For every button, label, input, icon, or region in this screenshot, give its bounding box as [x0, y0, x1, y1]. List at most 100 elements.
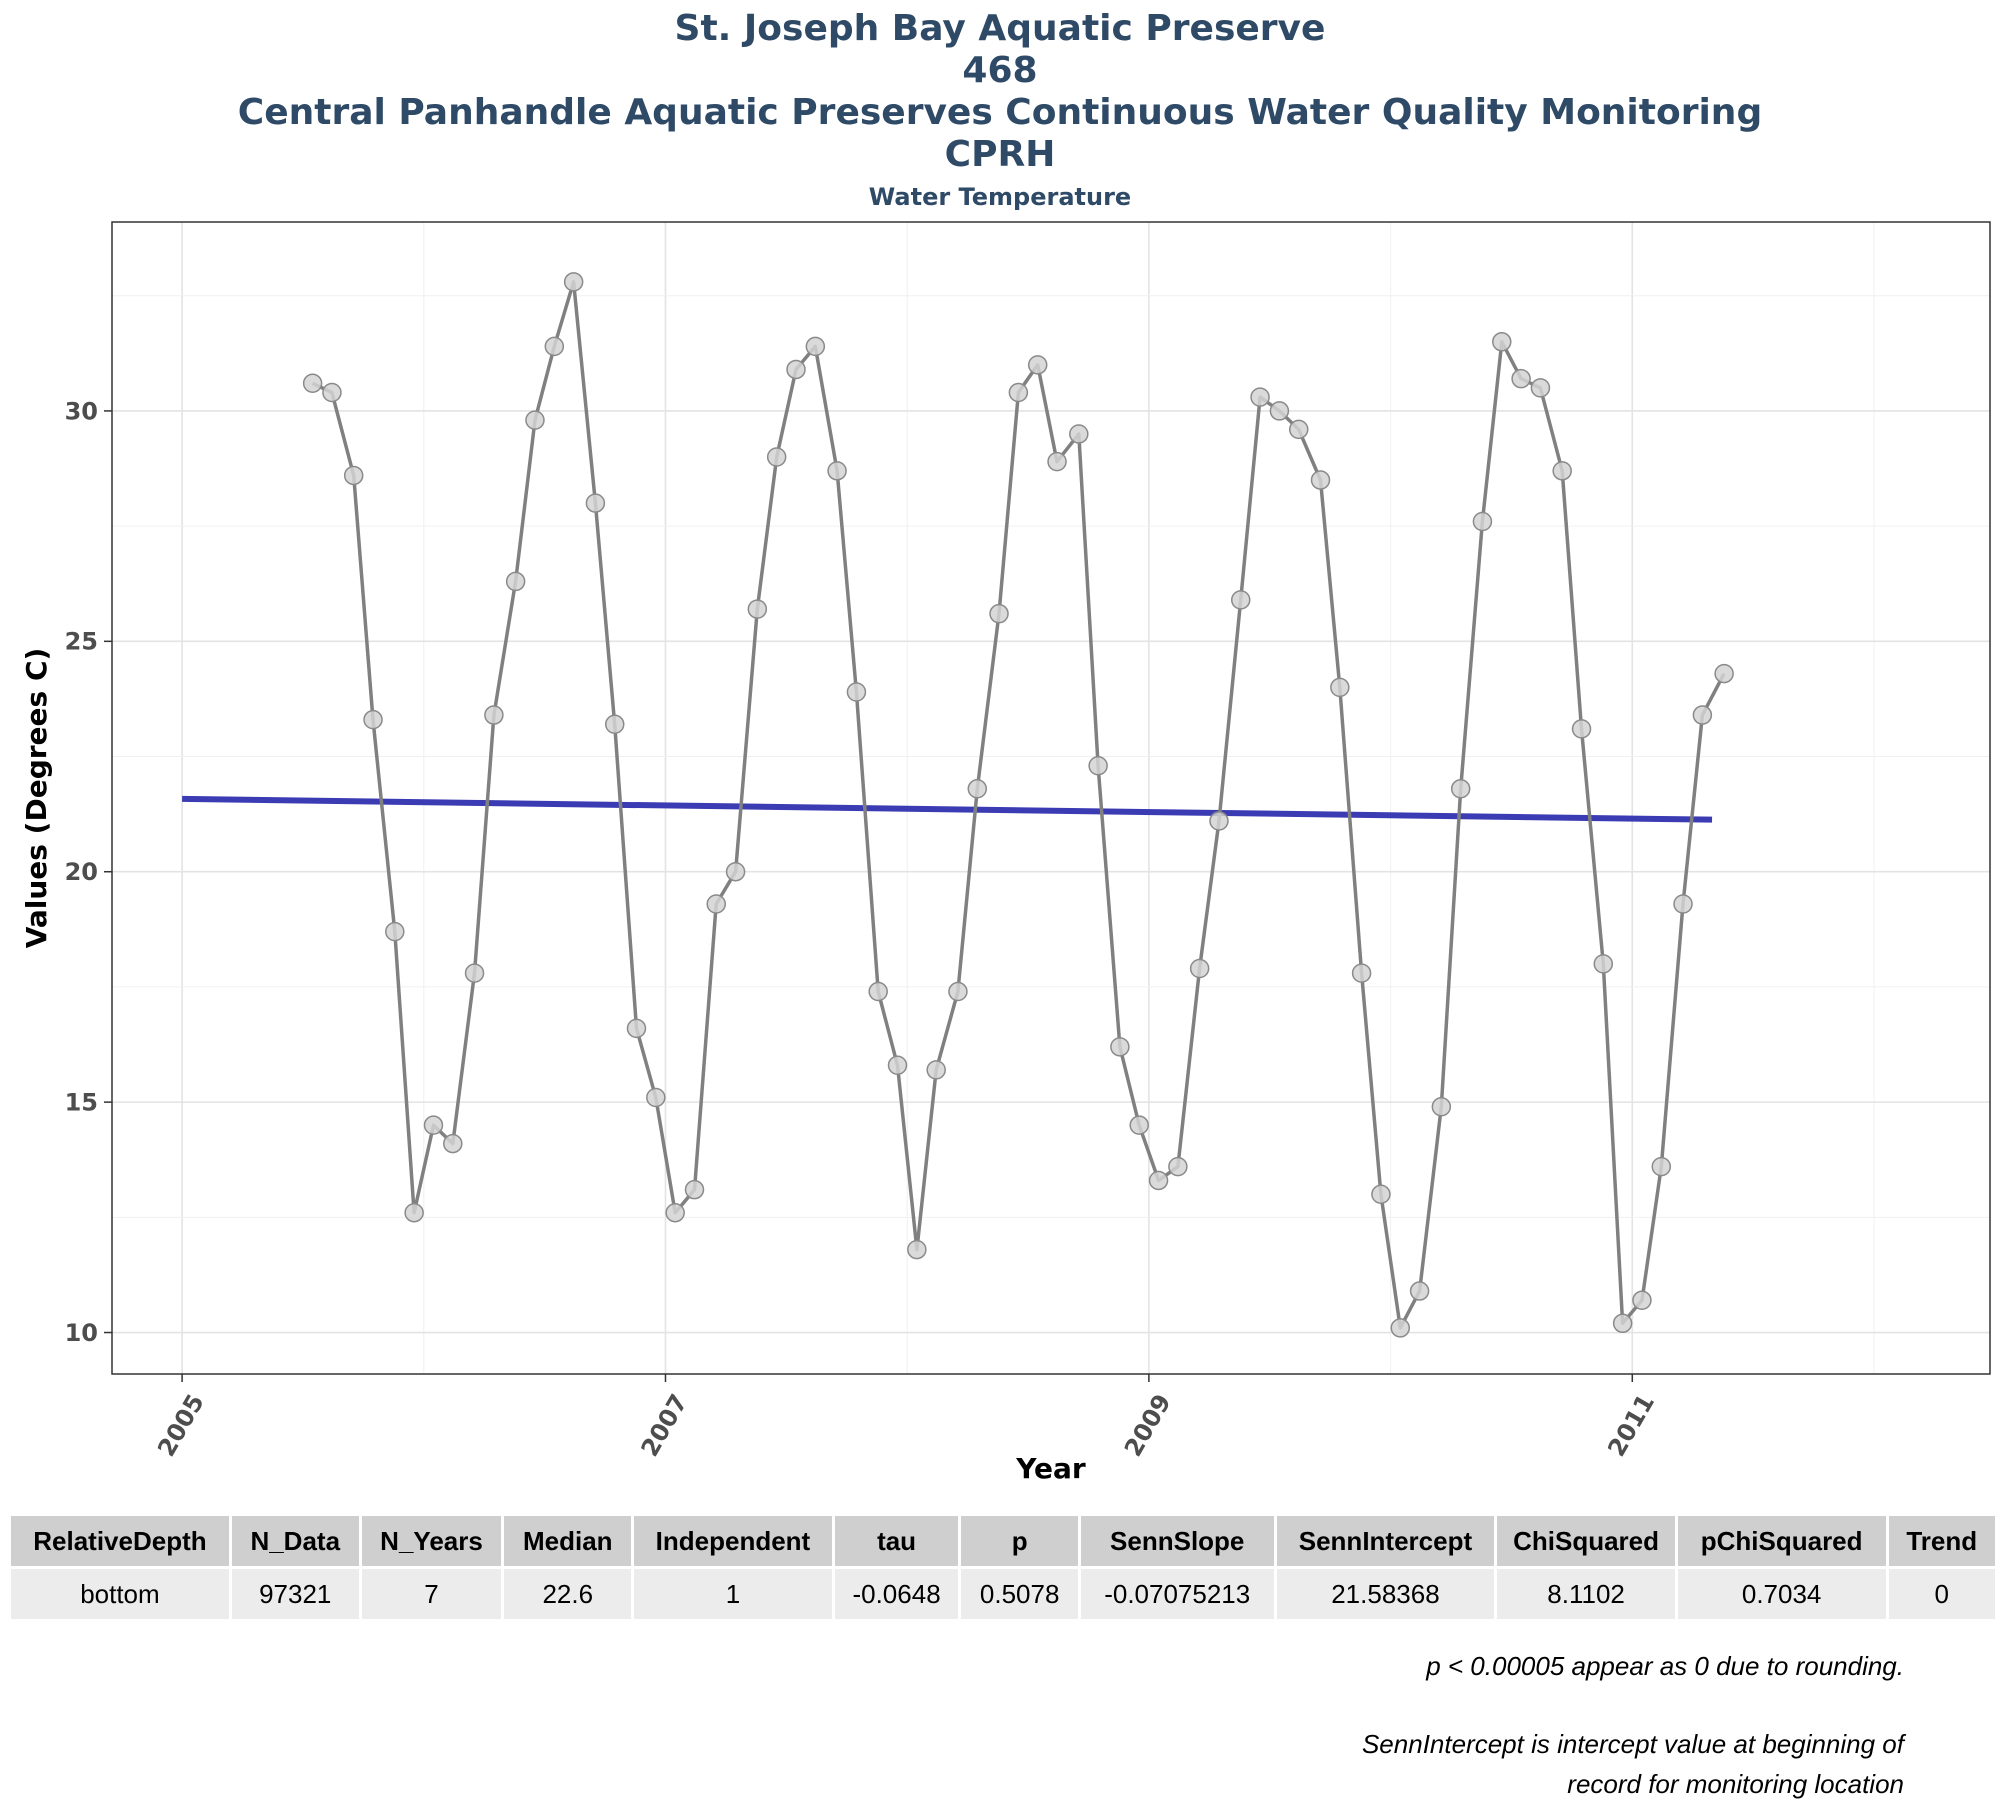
- y-tick-label: 25: [65, 628, 98, 656]
- data-point: [544, 336, 565, 357]
- column-header: tau: [834, 1516, 959, 1569]
- data-point: [1148, 1170, 1169, 1191]
- data-point: [1692, 705, 1713, 725]
- data-point: [1351, 963, 1372, 983]
- rounding-note: p < 0.00005 appear as 0 due to rounding.: [1426, 1651, 1904, 1681]
- trend-line: [182, 795, 1713, 823]
- data-point: [563, 272, 584, 292]
- plot-border: [111, 221, 1991, 1375]
- data-point: [505, 571, 526, 592]
- table-cell: 0.7034: [1677, 1569, 1886, 1619]
- data-point: [868, 981, 888, 1002]
- data-point: [1069, 424, 1089, 444]
- y-tick-label: 10: [65, 1319, 98, 1347]
- table-cell: -0.0648: [834, 1569, 959, 1619]
- trend-layer: [182, 795, 1713, 823]
- table-cell: 21.58368: [1276, 1569, 1495, 1619]
- data-point: [1129, 1115, 1149, 1135]
- x-tick-label: 2009: [1119, 1389, 1177, 1461]
- series-layer: [302, 272, 1734, 1338]
- data-point: [1511, 368, 1531, 389]
- y-tick-label: 30: [65, 397, 98, 425]
- data-point: [1371, 1184, 1391, 1205]
- table-cell: 0.5078: [961, 1569, 1078, 1619]
- data-point: [1472, 511, 1493, 532]
- data-point: [766, 447, 787, 467]
- y-axis-title: Values (Degrees C): [20, 648, 53, 949]
- data-point: [1008, 382, 1029, 403]
- data-point: [1632, 1290, 1652, 1311]
- column-header: N_Years: [361, 1516, 502, 1569]
- data-point: [1269, 401, 1290, 421]
- column-header: ChiSquared: [1497, 1516, 1675, 1569]
- data-point: [926, 1060, 946, 1080]
- grid-layer: [112, 222, 1990, 1374]
- data-point: [1651, 1156, 1672, 1177]
- data-point: [1552, 461, 1572, 481]
- data-point: [1209, 811, 1229, 831]
- data-point: [1310, 470, 1331, 490]
- data-point: [725, 861, 746, 882]
- table-cell: -0.07075213: [1080, 1569, 1274, 1619]
- data-point: [1088, 755, 1108, 776]
- data-point: [1450, 779, 1471, 799]
- data-point: [343, 465, 364, 486]
- ticks-layer: 2005 2007 2009 2011 10 15 20 25 30: [65, 397, 1660, 1461]
- table-cell: 7: [361, 1569, 502, 1619]
- data-point: [665, 1202, 685, 1223]
- data-point: [484, 705, 504, 725]
- column-header: N_Data: [231, 1516, 359, 1569]
- data-point: [1612, 1313, 1633, 1334]
- data-point: [1189, 958, 1210, 979]
- x-tick-label: 2005: [152, 1389, 210, 1461]
- data-point: [363, 709, 383, 730]
- data-point: [887, 1055, 908, 1076]
- x-tick-label: 2007: [636, 1389, 694, 1461]
- table-cell: 1: [634, 1569, 832, 1619]
- data-point: [464, 963, 485, 983]
- data-point: [302, 373, 323, 394]
- data-point: [786, 359, 806, 380]
- data-point: [805, 336, 826, 357]
- data-point: [967, 779, 988, 799]
- data-point: [948, 981, 968, 1002]
- table-row: bottom 97321 7 22.6 1 -0.0648 0.5078 -0.…: [11, 1569, 1995, 1619]
- data-point: [907, 1239, 927, 1260]
- column-header: RelativeDepth: [11, 1516, 229, 1569]
- table-cell: 0: [1888, 1569, 1995, 1619]
- data-point: [626, 1018, 647, 1039]
- intercept-note-line-2: record for monitoring location: [1567, 1769, 1904, 1799]
- data-point: [1047, 451, 1067, 472]
- chart-subtitle: Water Temperature: [868, 183, 1132, 211]
- data-point: [684, 1179, 705, 1200]
- chart-title-block: St. Joseph Bay Aquatic Preserve 468 Cent…: [0, 8, 2000, 214]
- data-point: [646, 1087, 666, 1108]
- data-point: [747, 599, 768, 619]
- column-header: p: [961, 1516, 1078, 1569]
- column-header: Median: [504, 1516, 632, 1569]
- y-tick-label: 20: [65, 858, 98, 886]
- data-point: [525, 410, 545, 430]
- data-point: [1390, 1318, 1411, 1338]
- data-point: [1492, 332, 1512, 352]
- data-point: [1250, 387, 1270, 407]
- data-point: [989, 603, 1009, 624]
- data-point: [404, 1202, 424, 1223]
- data-point: [1110, 1037, 1130, 1057]
- data-point: [322, 382, 342, 403]
- data-point: [827, 461, 847, 481]
- data-point: [846, 682, 867, 702]
- column-header: Trend: [1888, 1516, 1995, 1569]
- x-tick-label: 2011: [1602, 1389, 1660, 1461]
- data-point: [1530, 378, 1551, 398]
- table-cell: 8.1102: [1497, 1569, 1675, 1619]
- chart-title-line-3: Central Panhandle Aquatic Preserves Cont…: [237, 92, 1763, 133]
- data-point: [1330, 677, 1350, 698]
- data-point: [385, 921, 405, 942]
- stats-table-header-row: RelativeDepth N_Data N_Years Median Inde…: [11, 1516, 1995, 1569]
- data-point: [443, 1133, 463, 1154]
- column-header: pChiSquared: [1677, 1516, 1886, 1569]
- data-point: [1168, 1156, 1188, 1177]
- stats-table: RelativeDepth N_Data N_Years Median Inde…: [8, 1516, 1998, 1619]
- data-point: [1027, 355, 1048, 375]
